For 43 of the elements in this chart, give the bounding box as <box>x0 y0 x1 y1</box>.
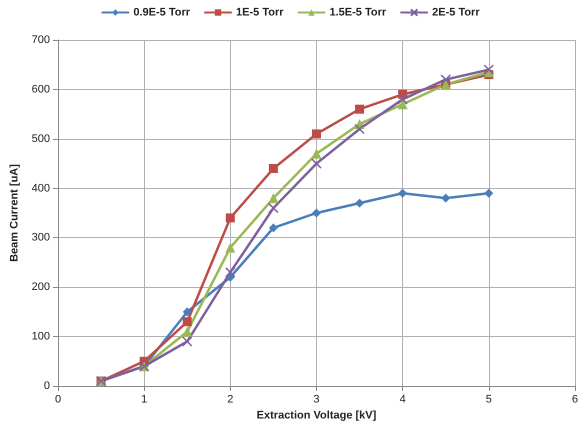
point <box>225 267 236 278</box>
legend-label: 1E-5 Torr <box>236 6 284 18</box>
point <box>441 194 450 203</box>
y-tick-label: 100 <box>32 330 50 343</box>
point <box>182 317 192 326</box>
x-tick-label: 1 <box>141 394 148 406</box>
point <box>397 94 408 105</box>
point <box>312 208 321 218</box>
x-tick-label: 2 <box>227 394 234 406</box>
point <box>355 104 364 114</box>
point <box>182 307 192 316</box>
y-axis-title: Beam Current [uA] <box>8 164 20 262</box>
point <box>311 148 322 159</box>
legend-label: 0.9E-5 Torr <box>133 6 191 18</box>
point <box>226 213 235 222</box>
point <box>225 242 236 253</box>
point <box>268 193 278 204</box>
y-tick-label: 700 <box>32 34 50 46</box>
point <box>312 129 321 138</box>
y-tick-label: 200 <box>32 281 50 294</box>
y-tick-label: 500 <box>32 132 50 145</box>
point <box>311 158 322 169</box>
y-tick-label: 0 <box>44 380 50 392</box>
point <box>354 124 365 134</box>
point <box>398 99 408 110</box>
y-tick-label: 400 <box>32 182 50 194</box>
x-tick-label: 0 <box>54 394 62 406</box>
point <box>268 202 279 214</box>
point <box>484 188 494 198</box>
x-tick-label: 4 <box>400 394 406 406</box>
x-tick-label: 5 <box>486 394 492 406</box>
x-tick-label: 6 <box>572 394 578 406</box>
legend-label: 1.5E-5 Torr <box>330 6 387 18</box>
point <box>268 164 278 174</box>
point <box>398 188 408 198</box>
point <box>182 326 192 337</box>
point <box>268 223 278 232</box>
y-tick-label: 300 <box>32 232 50 244</box>
legend-label: 2E-5 Torr <box>432 6 480 18</box>
x-tick-label: 3 <box>313 394 320 406</box>
point <box>355 198 364 208</box>
x-axis-title: Extraction Voltage [kV] <box>256 409 377 422</box>
y-tick-label: 600 <box>32 83 50 96</box>
